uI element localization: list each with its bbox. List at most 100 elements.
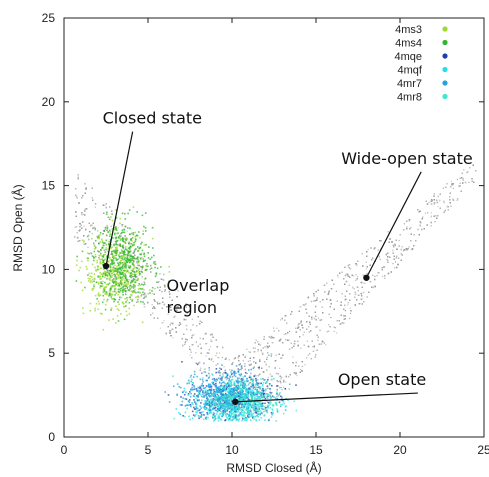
point-background — [154, 288, 156, 290]
point-background — [452, 184, 454, 186]
point-background — [387, 259, 389, 261]
point-background — [247, 394, 249, 396]
point-background — [83, 240, 85, 242]
point-background — [408, 220, 410, 222]
point-background — [180, 323, 182, 325]
point-background — [320, 343, 323, 345]
point-background — [158, 281, 160, 283]
point-background — [280, 319, 282, 321]
point-background — [312, 346, 314, 348]
point-background — [431, 199, 433, 201]
point-background — [215, 355, 217, 357]
point-background — [283, 333, 285, 335]
point-background — [191, 318, 193, 320]
point-background — [357, 276, 359, 278]
point-background — [117, 227, 119, 229]
point-background — [392, 263, 394, 265]
point-background — [424, 212, 427, 214]
point-background — [451, 180, 453, 182]
point-background — [159, 327, 161, 329]
point-background — [259, 344, 261, 346]
point-background — [209, 375, 211, 377]
point-background — [443, 202, 445, 204]
point-background — [246, 372, 248, 375]
point-background — [132, 287, 134, 289]
point-background — [249, 409, 251, 411]
point-background — [83, 225, 85, 227]
point-background — [292, 356, 294, 358]
point-background — [466, 172, 468, 174]
point-background — [372, 287, 374, 289]
point-background — [347, 302, 349, 304]
point-background — [288, 330, 291, 332]
point-background — [157, 282, 159, 284]
point-background — [403, 223, 405, 225]
point-background — [433, 193, 435, 195]
point-background — [283, 386, 285, 388]
point-background — [398, 239, 400, 242]
point-background — [185, 319, 187, 321]
point-background — [335, 290, 337, 292]
point-background — [353, 275, 355, 277]
point-background — [428, 201, 430, 203]
point-background — [313, 347, 315, 349]
point-background — [347, 304, 349, 306]
point-background — [169, 324, 171, 326]
point-background — [126, 230, 128, 232]
point-background — [144, 296, 146, 298]
point-background — [155, 263, 157, 265]
point-background — [336, 332, 338, 334]
point-background — [257, 351, 259, 353]
point-background — [87, 246, 89, 248]
point-background — [350, 312, 352, 314]
point-background — [120, 224, 123, 226]
point-background — [195, 341, 197, 343]
point-background — [276, 327, 278, 329]
point-background — [456, 178, 458, 181]
point-background — [247, 351, 250, 353]
point-background — [468, 181, 470, 183]
point-background — [210, 339, 212, 341]
point-background — [394, 261, 397, 263]
point-background — [442, 187, 444, 189]
point-background — [218, 352, 221, 354]
point-background — [434, 221, 436, 223]
point-background — [112, 224, 115, 226]
point-background — [367, 248, 369, 251]
point-background — [304, 364, 306, 366]
point-background — [386, 258, 388, 261]
point-background — [317, 317, 320, 319]
point-background — [276, 395, 278, 397]
point-background — [76, 226, 78, 228]
point-background — [366, 272, 368, 275]
point-background — [382, 275, 384, 277]
point-background — [94, 206, 96, 208]
point-background — [117, 281, 119, 284]
point-background — [251, 417, 254, 419]
point-background — [374, 275, 376, 278]
point-background — [257, 379, 259, 381]
point-background — [210, 346, 212, 348]
point-background — [467, 171, 469, 173]
point-background — [281, 389, 283, 391]
point-background — [349, 317, 351, 320]
point-background — [218, 357, 220, 359]
point-background — [452, 187, 454, 189]
point-background — [221, 357, 223, 359]
point-background — [99, 263, 101, 265]
point-background — [306, 340, 308, 342]
point-background — [365, 268, 367, 270]
point-background — [247, 360, 249, 362]
point-background — [223, 366, 225, 368]
point-background — [330, 316, 332, 319]
point-background — [270, 335, 272, 337]
point-background — [185, 340, 187, 343]
point-background — [132, 298, 134, 300]
data-points — [74, 164, 477, 422]
point-background — [203, 371, 205, 373]
point-background — [449, 196, 451, 198]
point-background — [267, 376, 269, 378]
point-background — [193, 334, 195, 336]
point-background — [471, 180, 474, 182]
point-background — [408, 246, 410, 248]
